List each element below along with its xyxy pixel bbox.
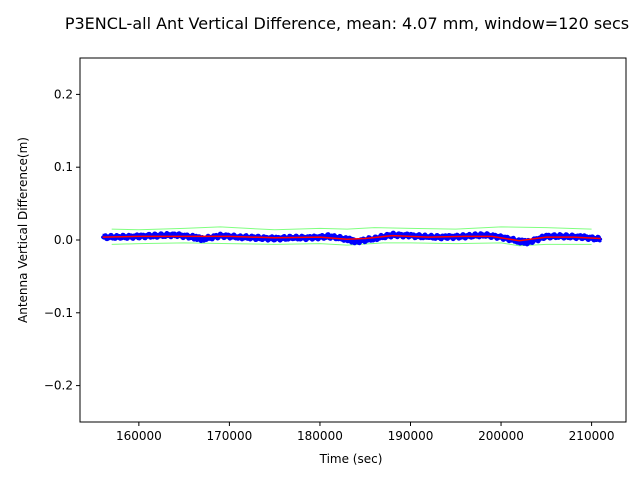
x-tick-label: 190000 <box>388 429 434 443</box>
y-tick-label: −0.1 <box>44 306 73 320</box>
data-point <box>200 237 204 241</box>
x-tick-label: 160000 <box>116 429 162 443</box>
series-layer <box>100 226 603 247</box>
x-tick-label: 180000 <box>297 429 343 443</box>
x-axis-label: Time (sec) <box>319 452 383 466</box>
data-point <box>354 239 358 243</box>
y-tick-label: 0.0 <box>54 233 73 247</box>
y-axis-label: Antenna Vertical Difference(m) <box>16 137 30 323</box>
y-tick-label: 0.2 <box>54 87 73 101</box>
x-tick-label: 170000 <box>206 429 252 443</box>
x-tick-label: 200000 <box>478 429 524 443</box>
y-tick-label: 0.1 <box>54 160 73 174</box>
plot-area <box>79 57 627 423</box>
y-axis: −0.2 −0.1 0.0 0.1 0.2 <box>44 87 80 393</box>
series-running-mean <box>102 234 601 242</box>
x-tick-label: 210000 <box>569 429 615 443</box>
x-axis: 160000 170000 180000 190000 200000 210000 <box>116 422 615 443</box>
y-tick-label: −0.2 <box>44 379 73 393</box>
data-point <box>526 240 530 244</box>
chart-title: P3ENCL-all Ant Vertical Difference, mean… <box>65 14 629 33</box>
series-upper-envelope <box>111 226 592 231</box>
